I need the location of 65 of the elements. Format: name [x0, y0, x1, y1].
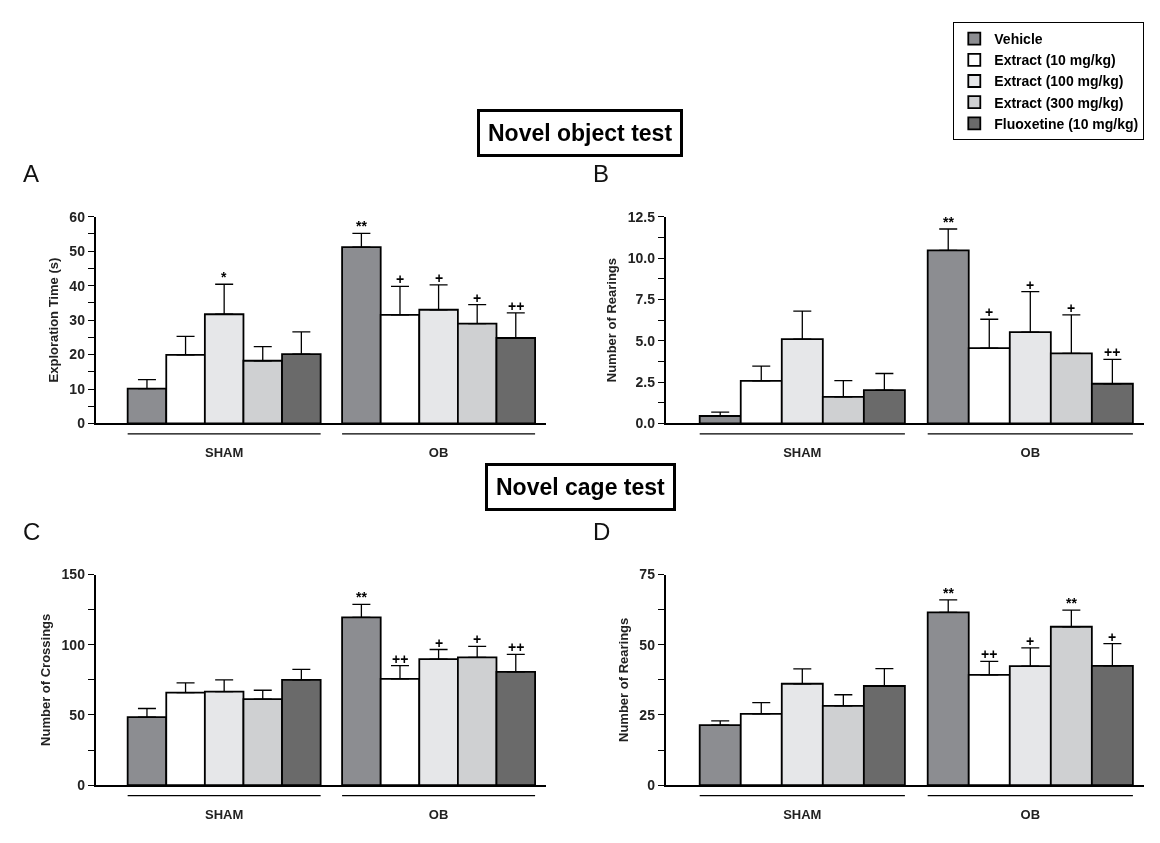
x-tick-label: SHAM [205, 444, 244, 460]
x-tick-label: SHAM [783, 806, 822, 822]
chart-title: D [593, 518, 611, 545]
y-axis-title: Number of Crossings [38, 613, 54, 746]
data-label: ** [1066, 595, 1078, 611]
y-tick-label: 50 [69, 706, 86, 723]
data-label: ** [943, 585, 955, 601]
data-label: ++ [392, 651, 409, 667]
y-tick-label: 25 [639, 706, 656, 723]
x-tick-label: SHAM [205, 806, 244, 822]
y-tick-label: 50 [639, 636, 656, 653]
y-tick-label: 100 [61, 636, 86, 653]
y-tick-label: 0 [647, 777, 656, 794]
y-tick-label: 10 [69, 380, 86, 397]
y-tick-label: 50 [69, 243, 86, 260]
y-axis-title: Exploration Time (s) [45, 257, 61, 383]
y-tick-label: 30 [69, 312, 86, 328]
x-tick-label: OB [428, 806, 449, 822]
text: Novel object test [488, 120, 673, 146]
y-tick-label: 20 [69, 346, 86, 363]
text: Novel cage test [496, 474, 666, 500]
x-tick-label: OB [428, 444, 449, 460]
legend-label: Extract (100 mg/kg) [994, 73, 1124, 90]
legend-label: Vehicle [994, 31, 1043, 48]
legend-label: Fluoxetine (10 mg/kg) [994, 115, 1139, 132]
y-tick-label: 0.0 [635, 415, 656, 432]
y-tick-label: 40 [69, 277, 86, 294]
data-label: ++ [508, 298, 525, 314]
y-tick-label: 0 [77, 415, 86, 432]
y-tick-label: 7.5 [635, 291, 656, 308]
y-tick-label: 5.0 [635, 332, 656, 349]
y-axis-title: Number of Rearings [615, 617, 631, 742]
y-tick-label: 2.5 [635, 374, 656, 391]
y-tick-label: 75 [639, 566, 656, 583]
data-label: + [473, 631, 482, 647]
chart-title: A [23, 160, 40, 187]
data-label: + [396, 271, 405, 287]
data-label: + [473, 290, 482, 306]
y-tick-label: 10.0 [627, 249, 656, 266]
chart-title: C [23, 518, 41, 545]
data-label: + [435, 635, 444, 651]
data-label: + [985, 304, 994, 320]
data-label: * [221, 269, 227, 285]
y-tick-label: 150 [61, 566, 86, 583]
data-label: ** [943, 214, 955, 230]
data-label: ++ [1104, 344, 1121, 360]
data-label: ++ [981, 646, 998, 662]
x-tick-label: OB [1020, 806, 1041, 822]
x-tick-label: OB [1020, 444, 1041, 460]
y-tick-label: 0 [77, 777, 86, 794]
y-tick-label: 60 [69, 208, 86, 225]
y-axis-title: Number of Rearings [604, 257, 620, 383]
y-tick-label: 12.5 [627, 208, 656, 225]
data-label: + [1108, 629, 1117, 645]
data-label: + [435, 270, 444, 286]
legend-label: Extract (300 mg/kg) [994, 94, 1124, 111]
chart-title: B [593, 160, 610, 187]
legend-label: Extract (10 mg/kg) [994, 52, 1116, 69]
data-label: ++ [508, 639, 525, 655]
data-label: ** [356, 218, 368, 234]
data-label: ** [356, 589, 368, 605]
x-tick-label: SHAM [783, 444, 822, 460]
data-label: + [1067, 300, 1076, 316]
data-label: + [1026, 633, 1035, 649]
data-label: + [1026, 277, 1035, 293]
